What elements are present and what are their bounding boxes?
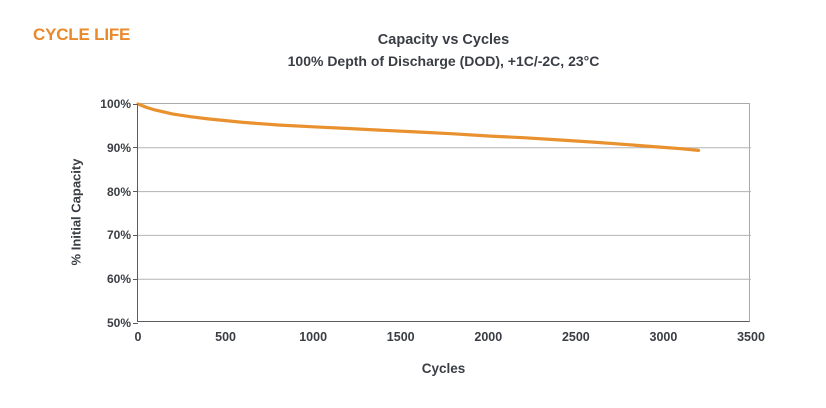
y-tick-label: 80% <box>106 184 131 199</box>
x-tick-label: 3500 <box>737 330 765 344</box>
y-tick-mark <box>133 278 138 280</box>
y-tick-label: 100% <box>100 97 131 111</box>
y-tick-mark <box>133 103 138 105</box>
series-capacity-retention <box>136 102 701 153</box>
y-axis-title: % Initial Capacity <box>68 158 84 266</box>
y-tick-label: 70% <box>106 228 131 243</box>
y-tick-label: 60% <box>106 272 131 287</box>
x-tick-label: 1000 <box>299 330 328 344</box>
chart-subtitle: 100% Depth of Discharge (DOD), +1C/-2C, … <box>287 53 600 70</box>
plot-area: 50% 60% 70% 80% 90% 100% 0 500 1000 1500 2000 2500 3… <box>100 97 765 344</box>
chart-canvas <box>136 102 751 280</box>
x-tick-label: 500 <box>215 330 236 344</box>
y-tick-label: 90% <box>106 140 131 155</box>
y-tick-mark <box>133 322 138 324</box>
x-axis-title: Cycles <box>421 361 466 376</box>
x-tick-label: 2000 <box>474 330 503 344</box>
chart-title: Capacity vs Cycles <box>377 32 510 48</box>
y-tick-mark <box>133 147 138 149</box>
y-tick-mark <box>133 234 138 236</box>
x-tick-label: 1500 <box>386 330 415 344</box>
x-tick-label: 2500 <box>561 330 590 344</box>
chart-title-block: Capacity vs Cycles 100% Depth of Dischar… <box>137 29 750 73</box>
x-tick-label: 0 <box>134 330 142 344</box>
page-title: CYCLE LIFE <box>33 25 131 44</box>
x-tick-label: 3000 <box>649 330 678 344</box>
y-tick-mark <box>133 191 138 193</box>
y-tick-label: 50% <box>106 316 131 330</box>
